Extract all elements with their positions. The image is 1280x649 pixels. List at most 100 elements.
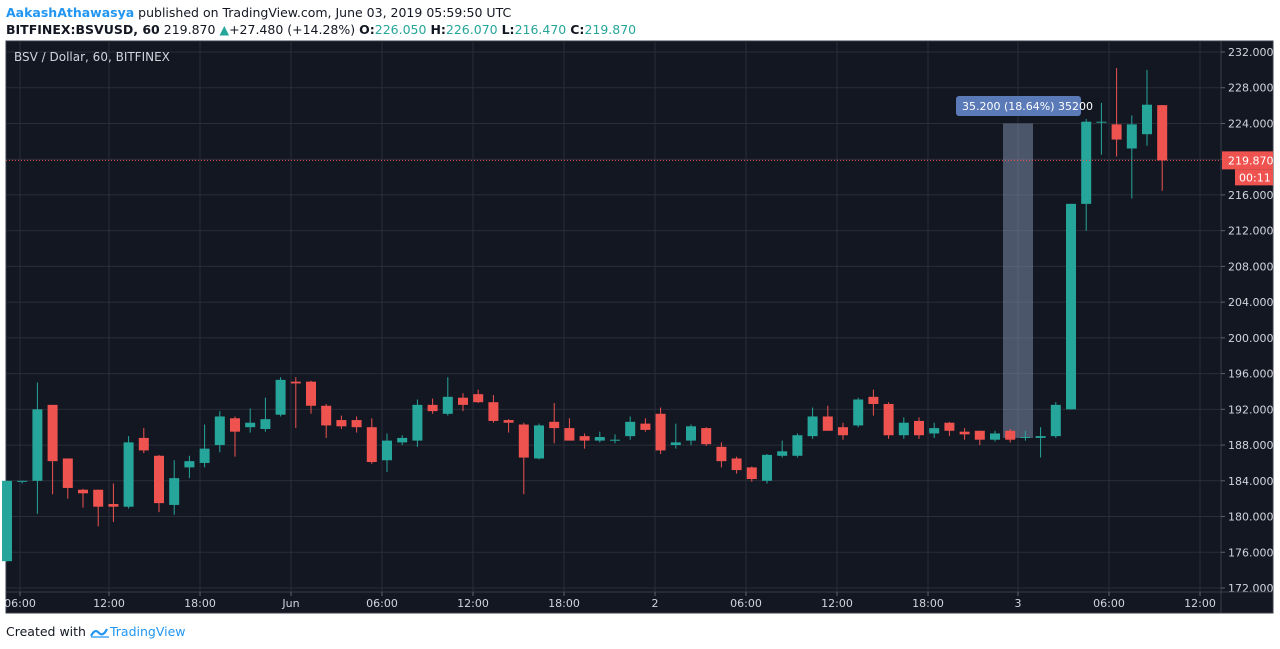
candle-down (1111, 124, 1122, 140)
tradingview-brand: TradingView (109, 624, 186, 639)
candle-down (914, 420, 924, 436)
candle-down (579, 436, 590, 441)
author-link[interactable]: AakashAthawasya (6, 5, 135, 20)
y-tick-label: 176.000 (1228, 546, 1274, 559)
x-tick-label: 12:00 (457, 597, 489, 610)
candle-up (245, 422, 256, 428)
x-tick-label: 06:00 (366, 597, 398, 610)
candle-down (883, 403, 894, 436)
y-tick-label: 188.000 (1228, 439, 1274, 452)
x-tick-label: Jun (281, 597, 299, 610)
candle-down (427, 404, 438, 412)
up-arrow-icon: ▲ (219, 22, 230, 37)
candle-up (929, 428, 940, 434)
candle-down (518, 424, 529, 458)
price-tag: 219.870 (1228, 154, 1274, 167)
x-tick-label: 2 (652, 597, 659, 610)
candle-up (777, 451, 788, 456)
candle-up (2, 480, 12, 562)
candle-up (214, 416, 225, 446)
y-tick-label: 216.000 (1228, 189, 1274, 202)
candle-up (610, 439, 620, 441)
candle-up (534, 425, 544, 459)
candle-down (564, 428, 575, 441)
candle-up (1081, 121, 1092, 204)
candle-up (412, 404, 423, 441)
candle-up (1096, 121, 1107, 123)
chart-title: BSV / Dollar, 60, BITFINEX (14, 50, 170, 64)
y-tick-label: 204.000 (1228, 296, 1274, 309)
candle-up (792, 435, 803, 456)
y-tick-label: 224.000 (1228, 117, 1274, 130)
footer: Created with TradingView (6, 624, 186, 639)
candle-down (78, 489, 88, 494)
candle-up (686, 426, 696, 441)
candle-down (944, 422, 955, 431)
candle-down (138, 437, 149, 451)
open-label: O: (359, 22, 375, 37)
last-price: 219.870 (163, 22, 216, 37)
price-tag-background (1222, 151, 1273, 170)
candle-down (306, 381, 316, 406)
tradingview-link[interactable]: TradingView (89, 624, 186, 639)
candle-down (1157, 105, 1168, 161)
candle-up (1126, 124, 1137, 149)
measure-label: 35.200 (18.64%) 35200 (962, 100, 1093, 113)
candle-down (47, 404, 58, 462)
y-tick-label: 200.000 (1228, 332, 1274, 345)
candle-up (169, 478, 180, 505)
candle-up (1142, 104, 1152, 135)
candle-up (1020, 437, 1031, 439)
candle-down (868, 396, 879, 404)
candle-up (275, 379, 286, 415)
candle-up (853, 399, 864, 426)
y-tick-label: 172.000 (1228, 582, 1274, 595)
candle-up (260, 419, 271, 429)
x-tick-label: 12:00 (821, 597, 853, 610)
candle-down (746, 467, 757, 480)
low-value: 216.470 (514, 22, 567, 37)
candles (2, 68, 1168, 562)
tradingview-logo-icon (89, 627, 109, 638)
candle-up (762, 454, 772, 481)
candle-up (123, 442, 134, 507)
countdown-label: 00:11 (1239, 171, 1271, 184)
candle-down (655, 413, 666, 451)
symbol-label: BITFINEX:BSVUSD, 60 (6, 22, 160, 37)
candle-up (397, 437, 408, 443)
candle-down (154, 455, 164, 504)
y-tick-label: 184.000 (1228, 475, 1274, 488)
x-tick-label: 18:00 (548, 597, 580, 610)
candle-down (716, 446, 727, 462)
candle-down (701, 428, 712, 445)
candle-down (1005, 430, 1016, 440)
countdown-background (1235, 169, 1273, 186)
candle-down (731, 458, 742, 471)
candle-down (488, 402, 499, 421)
candle-down (959, 431, 970, 435)
candle-down (549, 421, 560, 429)
x-tick-label: 3 (1015, 597, 1022, 610)
candle-up (1050, 404, 1061, 437)
y-tick-label: 180.000 (1228, 511, 1274, 524)
candle-up (807, 416, 818, 437)
candle-up (1066, 203, 1076, 410)
candle-down (62, 458, 73, 488)
y-axis: 232.000228.000224.000220.000216.000212.0… (1220, 41, 1274, 613)
candle-down (230, 418, 240, 432)
low-label: L: (501, 22, 515, 37)
candle-up (184, 461, 195, 468)
candle-up (594, 437, 605, 441)
x-tick-label: 12:00 (93, 597, 125, 610)
x-tick-label: 06:00 (4, 597, 36, 610)
x-tick-label: 06:00 (1093, 597, 1125, 610)
candle-down (838, 427, 848, 436)
candle-up (199, 448, 210, 463)
price-change: +27.480 (+14.28%) (229, 22, 356, 37)
candle-up (17, 480, 28, 482)
x-tick-label: 18:00 (184, 597, 216, 610)
candle-up (670, 442, 681, 446)
created-with-text: Created with (6, 624, 86, 639)
close-label: C: (570, 22, 585, 37)
